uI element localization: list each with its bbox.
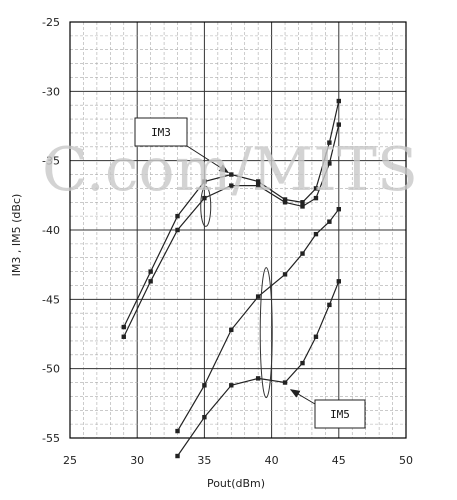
y-axis-label: IM3 , IM5 (dBc) [10, 194, 23, 277]
data-point [336, 98, 341, 104]
data-point [300, 251, 305, 256]
data-point [313, 334, 319, 339]
grid [69, 21, 407, 439]
data-point [202, 179, 207, 184]
series-im5-2 [175, 207, 341, 434]
data-point [336, 279, 341, 284]
series-im5-3 [175, 279, 341, 459]
data-point [121, 334, 126, 339]
y-tick-label: -50 [42, 363, 60, 376]
data-point [313, 195, 319, 201]
data-point [175, 213, 180, 219]
data-point [282, 272, 288, 277]
x-tick-label: 50 [399, 454, 413, 467]
series [121, 98, 341, 459]
data-point [121, 324, 126, 330]
y-tick-label: -40 [42, 224, 60, 237]
data-point [313, 186, 319, 191]
x-tick-label: 40 [265, 454, 279, 467]
data-point [327, 219, 332, 224]
data-point [255, 376, 261, 381]
data-point [300, 204, 305, 209]
data-point [175, 227, 180, 233]
x-axis-label: Pout(dBm) [207, 477, 265, 490]
data-point [282, 380, 288, 385]
data-point [202, 195, 207, 201]
data-point [313, 231, 319, 237]
tick-labels: 25 30 35 40 45 50 -25 -30 -35 -40 -45 -50 -55 [42, 16, 413, 467]
x-tick-label: 35 [197, 454, 211, 467]
data-point [229, 183, 234, 188]
annotations: IM3 IM5 [134, 117, 366, 429]
y-tick-label: -25 [42, 16, 60, 29]
series-im3-0 [121, 98, 341, 330]
callout-arrow [289, 389, 316, 405]
data-point [148, 269, 153, 274]
data-point [327, 302, 332, 308]
im5-ellipse [259, 267, 273, 399]
plot-frame [69, 21, 407, 439]
callout-im3: IM3 [134, 117, 230, 174]
data-point [300, 360, 305, 366]
callout-arrow [186, 145, 230, 174]
data-point [282, 200, 288, 205]
y-tick-label: -55 [42, 432, 60, 445]
data-point [255, 179, 261, 184]
data-point [336, 207, 341, 212]
data-point [327, 161, 332, 166]
data-point [229, 172, 234, 177]
data-point [229, 327, 234, 333]
data-point [175, 453, 180, 459]
data-point [255, 183, 261, 188]
data-point [148, 279, 153, 284]
data-point [202, 415, 207, 420]
im3-ellipse [200, 185, 212, 227]
data-point [202, 383, 207, 388]
y-tick-label: -35 [42, 155, 60, 168]
watermark: C.com/MITS [42, 135, 418, 205]
series-im3-1 [121, 122, 341, 339]
data-point [255, 294, 261, 299]
x-tick-label: 25 [63, 454, 77, 467]
x-tick-label: 30 [130, 454, 144, 467]
callout-label: IM3 [151, 126, 171, 139]
callout-box [314, 399, 366, 429]
data-point [282, 197, 288, 202]
data-point [327, 140, 332, 145]
callout-box [134, 117, 188, 147]
y-tick-label: -30 [42, 85, 60, 98]
y-tick-label: -45 [42, 293, 60, 306]
x-tick-label: 45 [332, 454, 346, 467]
callout-label: IM5 [330, 408, 350, 421]
data-point [300, 200, 305, 205]
data-point [175, 428, 180, 434]
callout-im5: IM5 [289, 389, 366, 429]
data-point [336, 122, 341, 127]
data-point [229, 383, 234, 388]
